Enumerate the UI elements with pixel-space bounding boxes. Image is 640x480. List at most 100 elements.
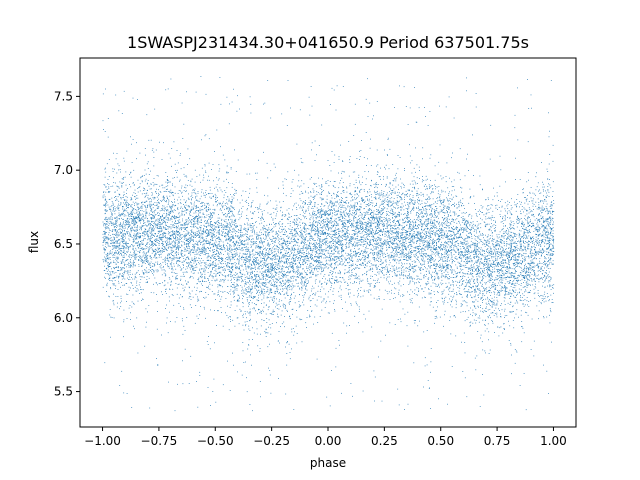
data-point	[421, 211, 422, 212]
data-point	[129, 233, 130, 234]
data-point	[224, 221, 225, 222]
data-point	[387, 155, 388, 156]
data-point	[522, 206, 523, 207]
data-point	[128, 215, 129, 216]
data-point	[225, 232, 226, 233]
data-point	[448, 214, 449, 215]
data-point	[395, 192, 396, 193]
data-point	[361, 259, 362, 260]
data-point	[280, 278, 281, 279]
data-point	[363, 265, 364, 266]
data-point	[504, 220, 505, 221]
data-point	[266, 329, 267, 330]
data-point	[228, 239, 229, 240]
data-point	[104, 250, 105, 251]
data-point	[148, 199, 149, 200]
data-point	[376, 229, 377, 230]
data-point	[190, 226, 191, 227]
data-point	[303, 239, 304, 240]
data-point	[355, 203, 356, 204]
data-point	[525, 241, 526, 242]
data-point	[390, 268, 391, 269]
data-point	[308, 247, 309, 248]
data-point	[546, 252, 547, 253]
data-point	[359, 191, 360, 192]
data-point	[210, 247, 211, 248]
data-point	[161, 219, 162, 220]
data-point	[271, 253, 272, 254]
data-point	[268, 257, 269, 258]
data-point	[363, 255, 364, 256]
data-point	[283, 304, 284, 305]
data-point	[418, 278, 419, 279]
data-point	[263, 275, 264, 276]
data-point	[171, 282, 172, 283]
data-point	[448, 268, 449, 269]
data-point	[285, 244, 286, 245]
data-point	[549, 218, 550, 219]
data-point	[461, 202, 462, 203]
data-point	[266, 204, 267, 205]
data-point	[481, 235, 482, 236]
data-point	[508, 294, 509, 295]
data-point	[462, 281, 463, 282]
data-point	[300, 198, 301, 199]
data-point	[257, 209, 258, 210]
data-point	[461, 270, 462, 271]
data-point	[205, 223, 206, 224]
data-point	[297, 283, 298, 284]
data-point	[231, 167, 232, 168]
data-point	[365, 251, 366, 252]
data-point	[461, 294, 462, 295]
data-point	[530, 285, 531, 286]
data-point	[130, 270, 131, 271]
data-point	[274, 277, 275, 278]
data-point	[183, 124, 184, 125]
data-point	[237, 253, 238, 254]
data-point	[511, 228, 512, 229]
data-point	[482, 208, 483, 209]
data-point	[314, 202, 315, 203]
data-point	[402, 207, 403, 208]
data-point	[230, 247, 231, 248]
data-point	[266, 322, 267, 323]
data-point	[282, 265, 283, 266]
data-point	[226, 266, 227, 267]
data-point	[410, 221, 411, 222]
data-point	[451, 301, 452, 302]
data-point	[164, 273, 165, 274]
data-point	[403, 284, 404, 285]
data-point	[438, 266, 439, 267]
data-point	[351, 265, 352, 266]
data-point	[219, 171, 220, 172]
data-point	[453, 286, 454, 287]
data-point	[305, 234, 306, 235]
data-point	[526, 181, 527, 182]
data-point	[295, 302, 296, 303]
data-point	[367, 236, 368, 237]
data-point	[276, 238, 277, 239]
data-point	[534, 257, 535, 258]
data-point	[170, 321, 171, 322]
data-point	[273, 212, 274, 213]
data-point	[115, 253, 116, 254]
data-point	[388, 197, 389, 198]
data-point	[193, 239, 194, 240]
data-point	[289, 249, 290, 250]
data-point	[266, 252, 267, 253]
data-point	[206, 190, 207, 191]
data-point	[356, 213, 357, 214]
data-point	[476, 256, 477, 257]
data-point	[422, 243, 423, 244]
data-point	[370, 204, 371, 205]
data-point	[510, 243, 511, 244]
data-point	[515, 257, 516, 258]
data-point	[358, 278, 359, 279]
data-point	[394, 269, 395, 270]
data-point	[516, 309, 517, 310]
data-point	[235, 326, 236, 327]
data-point	[225, 226, 226, 227]
data-point	[320, 211, 321, 212]
data-point	[167, 198, 168, 199]
data-point	[474, 302, 475, 303]
